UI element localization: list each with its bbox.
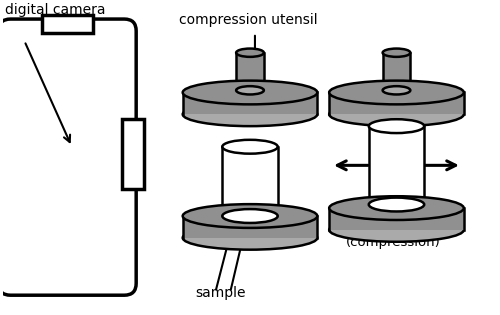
- Bar: [122, 119, 144, 189]
- Ellipse shape: [329, 218, 464, 242]
- Text: digital camera: digital camera: [4, 3, 105, 17]
- Bar: [222, 147, 278, 216]
- Bar: [382, 53, 410, 90]
- Bar: [329, 208, 464, 230]
- Ellipse shape: [329, 196, 464, 220]
- Text: compression utensil: compression utensil: [178, 13, 318, 27]
- Text: (compression): (compression): [346, 236, 441, 249]
- Bar: [42, 15, 93, 33]
- Bar: [236, 53, 264, 90]
- Bar: [329, 93, 464, 114]
- FancyBboxPatch shape: [0, 19, 136, 295]
- Bar: [182, 216, 318, 238]
- Ellipse shape: [329, 81, 464, 104]
- Ellipse shape: [329, 102, 464, 126]
- Bar: [182, 93, 318, 114]
- Ellipse shape: [182, 102, 318, 126]
- Ellipse shape: [222, 140, 278, 154]
- Ellipse shape: [182, 226, 318, 250]
- Ellipse shape: [369, 119, 424, 133]
- Ellipse shape: [236, 86, 264, 94]
- Ellipse shape: [236, 49, 264, 57]
- Ellipse shape: [382, 86, 410, 94]
- Text: sample: sample: [195, 286, 246, 300]
- Ellipse shape: [182, 204, 318, 228]
- Bar: [369, 126, 424, 204]
- Ellipse shape: [182, 81, 318, 104]
- Ellipse shape: [369, 198, 424, 211]
- Ellipse shape: [382, 49, 410, 57]
- Ellipse shape: [222, 209, 278, 223]
